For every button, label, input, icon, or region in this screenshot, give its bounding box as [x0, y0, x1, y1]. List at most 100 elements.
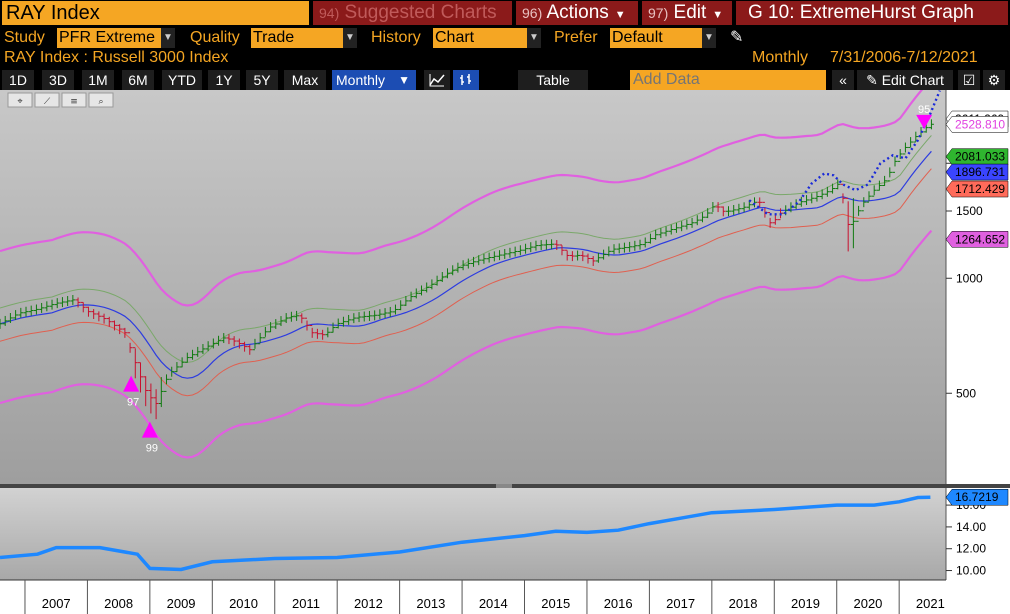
chart-toolbar: 1D 3D 1M 6M YTD 1Y 5Y Max Monthly ▼ Table…	[0, 70, 1010, 90]
price-labels: 2611.2692528.8102081.0331896.7311712.429…	[945, 110, 1009, 248]
crosshair-icon[interactable]	[7, 92, 33, 108]
panel-tools[interactable]: ⌖ ⟋ ≡ ⌕	[7, 92, 114, 108]
menu-number: 94)	[319, 5, 340, 21]
menu-number: 97)	[648, 5, 669, 21]
zoom-icon[interactable]	[88, 92, 114, 108]
hurst-line	[0, 495, 931, 572]
history-select[interactable]: Chart ▼	[433, 28, 541, 48]
collapse-icon[interactable]: «	[832, 70, 854, 90]
prefer-label: Prefer	[554, 29, 598, 46]
y-tick-label: 500	[956, 386, 976, 400]
upper-outer-band	[0, 90, 924, 307]
period-1y-button[interactable]: 1Y	[208, 70, 240, 90]
frequency-dropdown[interactable]: Monthly ▼	[332, 70, 416, 90]
history-label: History	[371, 29, 421, 46]
legend-icon[interactable]	[61, 92, 87, 108]
dropdown-icon: ▼	[702, 28, 716, 48]
signal-label: 95	[918, 104, 930, 116]
graph-title: G 10: ExtremeHurst Graph	[736, 1, 1008, 25]
buy-signal-marker	[123, 375, 140, 392]
x-tick-label: 2008	[104, 596, 133, 611]
center-band	[0, 150, 932, 379]
caret-down-icon: ▼	[614, 9, 626, 21]
controls-bar: Study PFR Extreme ▼ Quality Trade ▼ Histor…	[0, 27, 1010, 49]
prefer-value: Default	[612, 29, 663, 46]
crosshair-glyph: ⌖	[17, 97, 22, 107]
buy-signal-marker	[141, 421, 158, 438]
lower-mid-band	[0, 168, 932, 397]
study-value: PFR Extreme	[59, 29, 156, 46]
y-tick-label: 1000	[956, 271, 983, 285]
security-name: RAY Index : Russell 3000 Index	[4, 49, 229, 66]
settings-gear-icon[interactable]: ⚙	[983, 70, 1005, 90]
pencil-icon[interactable]: ✎	[730, 29, 744, 46]
quality-select[interactable]: Trade ▼	[251, 28, 357, 48]
x-tick-label: 2015	[541, 596, 570, 611]
period-3d-button[interactable]: 3D	[42, 70, 74, 90]
security-bar: RAY Index : Russell 3000 Index Monthly 7…	[0, 49, 1010, 69]
period-max-button[interactable]: Max	[284, 70, 326, 90]
period-6m-button[interactable]: 6M	[122, 70, 154, 90]
price-label-value: 2081.033	[955, 150, 1005, 164]
x-tick-label: 2018	[729, 596, 758, 611]
add-data-input[interactable]	[630, 70, 826, 90]
ticker-field[interactable]: RAY Index	[2, 1, 309, 25]
price-label-value: 2528.810	[955, 117, 1005, 131]
dropdown-icon: ▼	[343, 28, 357, 48]
x-tick-label: 2007	[42, 596, 71, 611]
table-button[interactable]: Table	[518, 70, 588, 90]
price-label-box	[945, 180, 1009, 198]
hurst-y-tick-label: 14.00	[956, 520, 986, 534]
x-tick-label: 2019	[791, 596, 820, 611]
study-select[interactable]: PFR Extreme ▼	[57, 28, 175, 48]
period-label: Monthly	[752, 49, 809, 66]
price-label-box	[945, 231, 1009, 248]
x-tick-label: 2010	[229, 596, 258, 611]
title-bar: RAY Index 94) Suggested Charts 96) Actio…	[0, 0, 1010, 26]
edit-label: Edit	[673, 2, 707, 23]
panel-resize-handle[interactable]	[496, 484, 512, 488]
prefer-select[interactable]: Default ▼	[610, 28, 716, 48]
bar-chart-icon[interactable]	[453, 70, 479, 90]
actions-button[interactable]: 96) Actions ▼	[516, 1, 638, 25]
hurst-last-value: 16.7219	[955, 490, 999, 504]
hurst-path	[0, 495, 931, 572]
x-axis-background	[0, 580, 1010, 614]
signal-label: 97	[127, 397, 139, 409]
price-label-box	[945, 148, 1009, 165]
frequency-value: Monthly	[336, 72, 386, 88]
chart-settings-icon[interactable]: ☑	[958, 70, 980, 90]
period-1m-button[interactable]: 1M	[82, 70, 114, 90]
sell-signal-marker	[916, 114, 933, 129]
forecast-line	[748, 90, 941, 216]
period-5y-button[interactable]: 5Y	[246, 70, 278, 90]
price-label-value: 1712.429	[955, 182, 1005, 196]
price-label-box	[945, 116, 1009, 133]
draw-line-icon[interactable]	[34, 92, 60, 108]
price-label-box	[945, 163, 1009, 181]
x-axis: 2007 2008 2009 2010 2011 2012 2013 2014 2015 2016…	[24, 580, 945, 614]
hurst-y-tick-label: 12.00	[956, 542, 986, 556]
upper-mid-band	[0, 135, 932, 363]
x-tick-label: 2014	[479, 596, 508, 611]
x-tick-label: 2012	[354, 596, 383, 611]
draw-line-glyph: ⟋	[44, 97, 51, 107]
x-tick-label: 2016	[604, 596, 633, 611]
period-ytd-button[interactable]: YTD	[162, 70, 202, 90]
edit-chart-button[interactable]: ✎ Edit Chart	[857, 70, 953, 90]
line-chart-icon[interactable]	[424, 70, 450, 90]
x-tick-label: 2009	[167, 596, 196, 611]
edit-button[interactable]: 97) Edit ▼	[642, 1, 732, 25]
signal-label: 99	[146, 443, 158, 455]
menu-number: 96)	[522, 5, 543, 21]
suggested-charts-button[interactable]: 94) Suggested Charts	[313, 1, 512, 25]
zoom-glyph: ⌕	[98, 97, 103, 107]
hurst-panel-background	[0, 488, 946, 580]
quality-value: Trade	[253, 29, 295, 46]
hurst-y-tick-label: 10.00	[956, 564, 986, 578]
date-range: 7/31/2006-7/12/2021	[830, 49, 978, 66]
y-tick-label: 1500	[956, 204, 983, 218]
period-1d-button[interactable]: 1D	[2, 70, 34, 90]
